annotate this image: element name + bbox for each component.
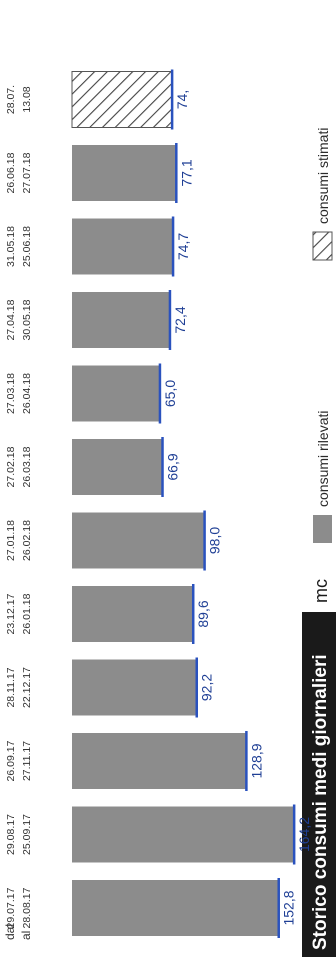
legend-estimated-label: consumi stimati (315, 128, 331, 224)
chart-title: Storico consumi medi giornalieri (310, 654, 331, 950)
bar-date-from: 29.08.17 (5, 814, 17, 855)
bar (72, 586, 194, 642)
bar (72, 439, 163, 495)
bar-date-from: 28.11.17 (5, 667, 17, 707)
bar-date-to: 25.09.17 (21, 814, 33, 855)
row-label-to: al (19, 931, 33, 940)
bar (72, 512, 205, 569)
bar-date-to: 26.03.18 (21, 446, 33, 487)
bar-value-label: 66,9 (165, 453, 181, 480)
bar (72, 659, 197, 716)
title-background (302, 612, 336, 957)
bar-value-label: 128,9 (248, 743, 264, 778)
bar-date-from: 27.02.18 (5, 446, 17, 487)
bar-date-to: 28.08.17 (21, 887, 33, 928)
bar-value-label: 98,0 (207, 527, 223, 554)
bar-value-label: 77,1 (178, 159, 194, 186)
bar-value-label: 92,2 (199, 674, 215, 701)
bar-date-from: 28.07. (5, 85, 17, 114)
bar-date-to: 27.11.17 (21, 741, 33, 781)
bar (72, 218, 174, 275)
bar-date-to: 25.06.18 (21, 226, 33, 267)
bar-value-label: 65,0 (162, 380, 178, 407)
bar-date-from: 27.01.18 (5, 520, 17, 561)
bar (72, 292, 170, 348)
bar-value-label: 74, (174, 90, 190, 109)
bar-date-to: 27.07.18 (21, 152, 33, 193)
bar (71, 71, 173, 128)
bar-date-to: 22.12.17 (21, 667, 33, 708)
row-label-from: dal (3, 924, 17, 940)
bar-date-from: 26.09.17 (5, 740, 17, 781)
bar-date-to: 13.08 (21, 86, 33, 112)
bar (72, 145, 177, 201)
bar-date-from: 27.04.18 (5, 299, 17, 340)
bar-date-to: 26.01.18 (21, 593, 33, 634)
bar-date-to: 30.05.18 (21, 299, 33, 340)
bar-date-from: 23.12.17 (5, 593, 17, 634)
bar-value-label: 152,8 (281, 890, 297, 925)
bar-date-from: 27.03.18 (5, 373, 17, 414)
bar-date-from: 26.06.18 (5, 152, 17, 193)
bar-date-from: 29.07.17 (5, 887, 17, 928)
bar (72, 806, 295, 863)
bar-value-label: 72,4 (172, 306, 188, 333)
bar-date-to: 26.04.18 (21, 373, 33, 414)
bar-value-label: 164,2 (296, 817, 312, 852)
bar-date-from: 31.05.18 (5, 226, 17, 267)
bar (72, 733, 247, 789)
legend-swatch-estimated (312, 231, 333, 261)
unit-label: mc (311, 579, 331, 603)
legend-measured-label: consumi rilevati (315, 411, 331, 507)
bar-value-label: 74,7 (175, 233, 191, 260)
bar-date-to: 26.02.18 (21, 520, 33, 561)
legend-swatch-measured (313, 515, 332, 543)
bar (72, 365, 160, 422)
bar (72, 880, 279, 936)
bar-value-label: 89,6 (195, 600, 211, 627)
